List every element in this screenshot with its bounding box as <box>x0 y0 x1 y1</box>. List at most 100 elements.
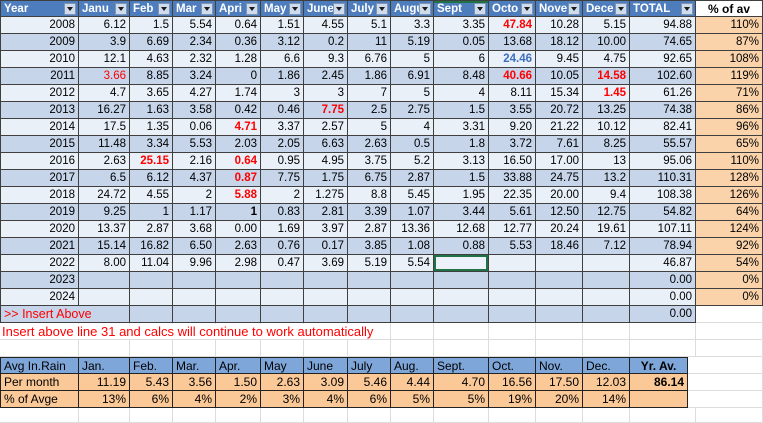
filter-button[interactable] <box>333 3 345 15</box>
filter-button[interactable] <box>419 3 431 15</box>
data-cell[interactable]: 3.68 <box>173 221 216 238</box>
data-cell[interactable] <box>583 306 630 323</box>
data-cell[interactable]: 9.4 <box>583 187 630 204</box>
data-cell[interactable]: 16.50 <box>489 153 536 170</box>
column-header-feb[interactable]: Feb <box>130 0 173 17</box>
year-cell[interactable]: 2022 <box>0 255 79 272</box>
data-cell[interactable]: 8.25 <box>583 136 630 153</box>
pct-cell[interactable]: 108% <box>696 51 763 68</box>
data-cell[interactable]: 15.34 <box>536 85 583 102</box>
data-cell[interactable]: 1.51 <box>261 17 304 34</box>
pct-cell[interactable]: 119% <box>696 68 763 85</box>
column-header-jul[interactable]: July <box>348 0 391 17</box>
data-cell[interactable]: 6.69 <box>130 34 173 51</box>
total-cell[interactable]: 107.11 <box>630 221 696 238</box>
total-cell[interactable]: 55.57 <box>630 136 696 153</box>
column-header-nov[interactable]: Nove <box>536 0 583 17</box>
data-cell[interactable]: 13.37 <box>79 221 130 238</box>
data-cell[interactable] <box>79 306 130 323</box>
data-cell[interactable]: 1.5 <box>434 170 489 187</box>
data-cell[interactable]: 20.72 <box>536 102 583 119</box>
summary-cell[interactable]: 5% <box>391 391 434 408</box>
data-cell[interactable]: 8.00 <box>79 255 130 272</box>
summary-cell[interactable]: 6% <box>348 391 391 408</box>
data-cell[interactable]: 13.25 <box>583 102 630 119</box>
data-cell[interactable]: 0.76 <box>261 238 304 255</box>
data-cell[interactable]: 5.2 <box>391 153 434 170</box>
summary-row-label[interactable]: % of Avge <box>0 391 79 408</box>
data-cell[interactable]: 2.45 <box>304 68 348 85</box>
summary-cell[interactable]: 6% <box>130 391 173 408</box>
data-cell[interactable]: 19.61 <box>583 221 630 238</box>
summary-header-aug[interactable]: Aug. <box>391 357 434 374</box>
data-cell[interactable] <box>130 289 173 306</box>
data-cell[interactable]: 5.19 <box>391 34 434 51</box>
data-cell[interactable]: 10.00 <box>583 34 630 51</box>
total-cell[interactable]: 92.65 <box>630 51 696 68</box>
summary-header-mar[interactable]: Mar. <box>173 357 216 374</box>
filter-button[interactable] <box>376 3 388 15</box>
data-cell[interactable]: 10.28 <box>536 17 583 34</box>
data-cell[interactable]: 3.44 <box>434 204 489 221</box>
data-cell[interactable]: 3 <box>261 85 304 102</box>
column-header-mar[interactable]: Mar <box>173 0 216 17</box>
total-cell[interactable]: 82.41 <box>630 119 696 136</box>
data-cell[interactable]: 11.48 <box>79 136 130 153</box>
data-cell[interactable]: 0 <box>216 68 261 85</box>
total-cell[interactable]: 95.06 <box>630 153 696 170</box>
column-header-apr[interactable]: Apri <box>216 0 261 17</box>
summary-cell[interactable]: 3% <box>261 391 304 408</box>
data-cell[interactable]: 0.17 <box>304 238 348 255</box>
data-cell[interactable]: 1.86 <box>261 68 304 85</box>
data-cell[interactable]: 25.15 <box>130 153 173 170</box>
data-cell[interactable]: 1.74 <box>216 85 261 102</box>
pct-cell[interactable]: 110% <box>696 153 763 170</box>
data-cell[interactable]: 8.11 <box>489 85 536 102</box>
summary-header-nov[interactable]: Nov. <box>536 357 583 374</box>
data-cell[interactable]: 1.63 <box>130 102 173 119</box>
summary-header-jul[interactable]: July <box>348 357 391 374</box>
data-cell[interactable] <box>536 306 583 323</box>
data-cell[interactable]: 2.34 <box>173 34 216 51</box>
data-cell[interactable]: 18.46 <box>536 238 583 255</box>
data-cell[interactable] <box>173 289 216 306</box>
summary-cell[interactable]: 16.56 <box>489 374 536 391</box>
data-cell[interactable] <box>348 306 391 323</box>
data-cell[interactable] <box>583 272 630 289</box>
year-cell[interactable]: 2019 <box>0 204 79 221</box>
data-cell[interactable]: 2.05 <box>261 136 304 153</box>
data-cell[interactable]: 3.97 <box>304 221 348 238</box>
total-cell[interactable]: 0.00 <box>630 306 696 323</box>
data-cell[interactable] <box>536 289 583 306</box>
data-cell[interactable]: 1 <box>130 204 173 221</box>
data-cell[interactable] <box>583 289 630 306</box>
data-cell[interactable]: 5 <box>391 85 434 102</box>
data-cell[interactable]: 6.50 <box>173 238 216 255</box>
data-cell[interactable]: 6.6 <box>261 51 304 68</box>
data-cell[interactable]: 3.31 <box>434 119 489 136</box>
data-cell[interactable]: 0.00 <box>216 221 261 238</box>
data-cell[interactable]: 3.35 <box>434 17 489 34</box>
insert-above-cell[interactable]: >> Insert Above <box>0 306 92 323</box>
data-cell[interactable]: 12.75 <box>583 204 630 221</box>
data-cell[interactable]: 1.07 <box>391 204 434 221</box>
data-cell[interactable]: 18.12 <box>536 34 583 51</box>
data-cell[interactable]: 8.48 <box>434 68 489 85</box>
data-cell[interactable]: 0.5 <box>391 136 434 153</box>
data-cell[interactable]: 2.5 <box>348 102 391 119</box>
data-cell[interactable]: 47.84 <box>489 17 536 34</box>
data-cell[interactable]: 13.2 <box>583 170 630 187</box>
total-cell[interactable]: 74.38 <box>630 102 696 119</box>
data-cell[interactable] <box>348 272 391 289</box>
data-cell[interactable]: 2.87 <box>391 170 434 187</box>
data-cell[interactable]: 1.28 <box>216 51 261 68</box>
data-cell[interactable]: 2.57 <box>304 119 348 136</box>
summary-cell[interactable]: 3.56 <box>173 374 216 391</box>
data-cell[interactable]: 5.19 <box>348 255 391 272</box>
filter-button[interactable] <box>201 3 213 15</box>
pct-cell[interactable]: 126% <box>696 187 763 204</box>
column-header-may[interactable]: May <box>261 0 304 17</box>
data-cell[interactable] <box>304 289 348 306</box>
summary-cell[interactable]: 2.63 <box>261 374 304 391</box>
data-cell[interactable]: 0.64 <box>216 153 261 170</box>
